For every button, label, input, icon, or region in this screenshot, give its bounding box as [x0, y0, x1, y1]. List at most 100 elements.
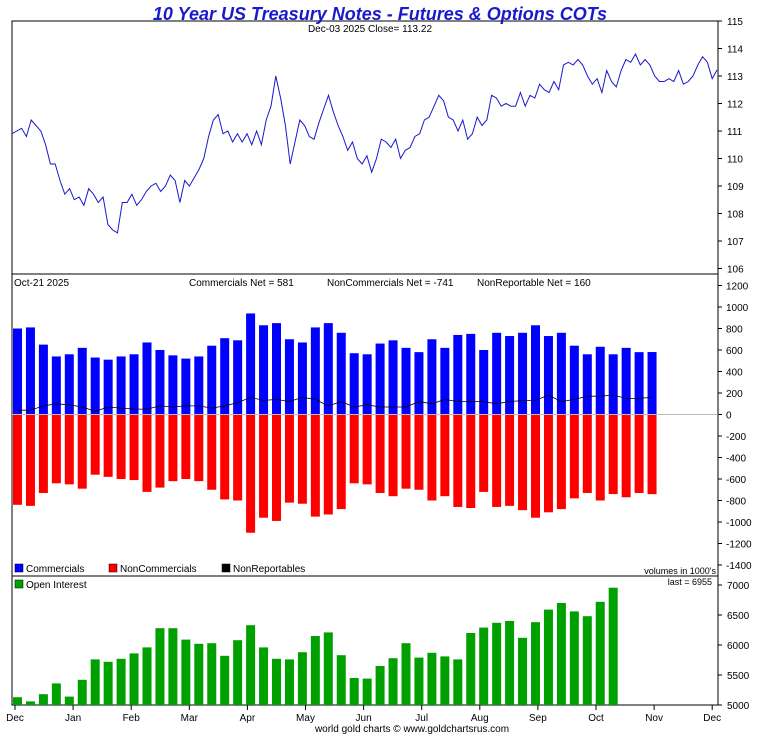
oi-last-label: last = 6955	[668, 577, 712, 587]
commercials-bar	[647, 352, 657, 415]
footer-credit: world gold charts © www.goldchartsrus.co…	[314, 724, 509, 735]
month-label: Jan	[65, 713, 81, 724]
month-label: Jun	[356, 713, 372, 724]
open-interest-bar	[401, 643, 411, 705]
cot-ytick-label: 400	[726, 368, 743, 379]
commercials-bar	[595, 346, 605, 415]
noncommercials-bar	[207, 414, 217, 490]
open-interest-bar	[142, 647, 152, 705]
commercials-bar	[362, 354, 372, 415]
open-interest-bar	[518, 637, 528, 705]
price-ytick-label: 108	[727, 210, 744, 221]
price-ytick-label: 111	[727, 127, 743, 138]
legend-noncommercials: NonCommercials	[120, 564, 197, 575]
commercials-bar	[207, 345, 217, 415]
noncommercials-bar	[155, 414, 165, 488]
noncommercials-bar	[647, 414, 657, 495]
cot-layer: -1400 -1200 -1000 -800 -600 -400 -200 0 200 400 60…	[12, 282, 752, 572]
open-interest-bar	[323, 632, 333, 705]
noncommercials-bar	[64, 414, 74, 485]
commercials-bar	[543, 336, 553, 415]
commercials-bar	[220, 338, 230, 415]
open-interest-bar	[375, 666, 385, 705]
legend-nonreportables: NonReportables	[233, 564, 305, 575]
open-interest-bar	[284, 659, 294, 705]
commercials-bar	[569, 345, 579, 415]
legend-swatch-nonreportables	[221, 563, 231, 573]
open-interest-bar	[168, 628, 178, 705]
commercials-bar	[13, 328, 22, 415]
oi-ytick-label: 7000	[727, 581, 750, 592]
price-ytick-label: 112	[727, 100, 743, 111]
commercials-bar	[142, 342, 152, 415]
commercials-bar	[531, 325, 540, 415]
month-label: Aug	[471, 713, 489, 724]
month-label: Feb	[123, 713, 141, 724]
commercials-bar	[155, 350, 165, 415]
nonreportables-line	[17, 394, 653, 412]
month-label: Dec	[703, 713, 721, 724]
open-interest-bar	[38, 694, 48, 705]
noncommercials-bar	[569, 414, 579, 499]
noncommercials-bar	[25, 414, 35, 506]
noncommercials-bar	[220, 414, 230, 500]
commercials-bar	[194, 356, 204, 415]
cot-ytick-label: -400	[726, 454, 746, 465]
commercials-bar	[246, 313, 256, 415]
open-interest-bar	[440, 656, 450, 705]
open-interest-bar	[116, 658, 126, 705]
cot-ytick-label: 800	[726, 325, 743, 336]
open-interest-bar	[272, 658, 281, 705]
open-interest-bar	[608, 587, 618, 705]
price-ytick-label: 107	[727, 237, 744, 248]
price-ytick-label: 115	[727, 17, 743, 28]
commercials-bar	[518, 332, 528, 415]
open-interest-bar	[90, 659, 100, 705]
noncommercials-bar	[349, 414, 359, 484]
open-interest-bar	[246, 625, 256, 705]
commercials-bar	[453, 334, 463, 415]
price-layer: 106 107 108 109 110 111 112 113 114 115	[11, 17, 744, 276]
open-interest-bar	[103, 661, 113, 705]
commercials-bar	[427, 339, 437, 415]
month-label: Jul	[415, 713, 428, 724]
month-label: Mar	[181, 713, 199, 724]
oi-ytick-label: 6000	[727, 641, 750, 652]
open-interest-bar	[51, 683, 61, 705]
commercials-bar	[90, 357, 100, 415]
commercials-bar	[479, 350, 489, 415]
commercials-bar	[103, 359, 113, 415]
price-ytick-label: 106	[727, 265, 744, 276]
cot-ytick-label: -1400	[726, 561, 752, 572]
cot-ytick-label: 600	[726, 346, 743, 357]
x-axis: Dec Jan Feb Mar Apr May Jun Jul Aug Sep Oct Nov Dec	[6, 705, 721, 724]
cot-ytick-label: -1200	[726, 540, 752, 551]
nonreportables-net-label: NonReportable Net = 160	[477, 278, 591, 289]
noncommercials-bar	[297, 414, 307, 504]
commercials-bar	[505, 336, 515, 415]
open-interest-bar	[453, 659, 463, 705]
open-interest-bar	[13, 697, 22, 705]
open-interest-bar	[531, 622, 540, 705]
price-ytick-label: 109	[727, 182, 744, 193]
commercials-bar	[336, 332, 346, 415]
open-interest-bar	[388, 658, 398, 705]
price-ytick-label: 113	[727, 72, 743, 83]
commercials-bar	[440, 347, 450, 415]
commercials-bar	[634, 352, 644, 415]
open-interest-bar	[310, 636, 320, 705]
month-label: Apr	[240, 713, 256, 724]
open-interest-bar	[207, 643, 217, 705]
volumes-note: volumes in 1000's	[644, 566, 716, 576]
chart-subtitle: Dec-03 2025 Close= 113.22	[308, 24, 433, 35]
commercials-bar	[414, 352, 424, 415]
cot-date-label: Oct-21 2025	[14, 278, 69, 289]
noncommercials-bar	[466, 414, 476, 509]
noncommercials-bar	[388, 414, 398, 497]
open-interest-bar	[297, 652, 307, 705]
noncommercials-bar	[453, 414, 463, 507]
commercials-bar	[621, 347, 631, 415]
open-interest-bar	[556, 603, 566, 705]
noncommercials-bar	[375, 414, 385, 493]
